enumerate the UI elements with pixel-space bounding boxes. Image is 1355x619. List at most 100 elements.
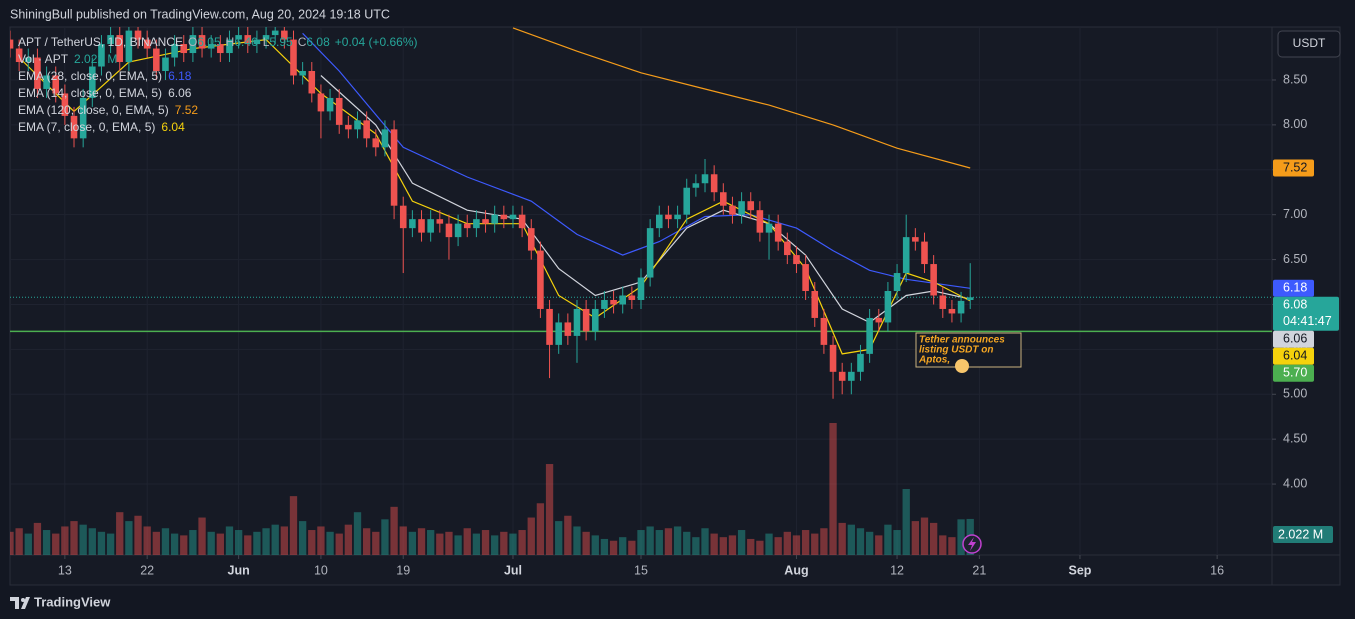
volume-bar (692, 537, 700, 555)
candle-body (281, 30, 288, 40)
annotation-text: Aptos, (918, 355, 950, 366)
volume-bar (134, 515, 142, 555)
candle-body (875, 317, 883, 323)
candle-body (189, 35, 197, 54)
ema-name: EMA (14, close, 0, EMA, 5) (18, 86, 162, 100)
currency-button[interactable] (1277, 30, 1341, 58)
candle-body (418, 219, 425, 233)
brand-name: TradingView (34, 594, 111, 609)
volume-bar (445, 531, 453, 555)
volume-bar (500, 531, 508, 555)
candle-body (912, 237, 919, 242)
candle-body (674, 214, 681, 220)
candle-body (921, 241, 928, 265)
change: +0.04 (+0.66%) (335, 35, 418, 49)
candle-body (308, 71, 316, 94)
currency[interactable]: USDT (1293, 36, 1326, 50)
x-tick-label: 15 (634, 563, 648, 577)
candle-body (591, 308, 599, 332)
volume-bar (143, 526, 151, 555)
volume-bar (262, 528, 270, 555)
annotation-marker[interactable] (955, 359, 969, 373)
y-tick-label: 4.50 (1283, 431, 1307, 445)
volume-bar (10, 531, 14, 555)
event-icon[interactable] (962, 534, 982, 554)
x-tick-label: Jul (504, 563, 522, 577)
ohlc-value: 6.08 (306, 35, 330, 49)
candle-body (271, 30, 279, 36)
candle-body (235, 35, 242, 40)
candle-body (207, 44, 215, 49)
candle-body (89, 66, 96, 98)
candle-body (655, 214, 663, 229)
x-tick-label: Aug (784, 563, 808, 577)
legend: APT / TetherUS, 1D, BINANCE O6.05 H6.46 L5.… (18, 35, 418, 134)
candle-body (509, 214, 517, 220)
candle-body (372, 138, 380, 148)
volume-bar (381, 519, 389, 555)
candle-body (829, 344, 837, 372)
volume-bar (52, 533, 60, 555)
candle-body (125, 30, 133, 63)
candle-body (546, 308, 553, 345)
ohlc-value: 6.46 (234, 35, 258, 49)
volume-bar (152, 531, 160, 555)
volume-bar (628, 540, 636, 555)
ema-value: 6.06 (168, 86, 192, 100)
candle-body (857, 353, 864, 372)
volume-bar (481, 530, 490, 555)
ohlc-value: 6.05 (197, 35, 221, 49)
candle-body (226, 39, 233, 54)
candle-body (363, 120, 370, 139)
x-tick-label: 22 (140, 563, 154, 577)
candle-body (491, 214, 498, 224)
volume-bar (271, 524, 279, 555)
price-badge (1273, 364, 1314, 382)
volume-bar (408, 531, 417, 555)
volume-bar (116, 512, 124, 555)
volume-bar (170, 533, 179, 555)
volume-bar (655, 530, 663, 555)
candle-body (162, 57, 169, 71)
volume-badge-label: 2.022 M (1278, 527, 1323, 541)
candle-body (326, 97, 334, 112)
ema-line (512, 27, 971, 169)
volume-value: 2.022 M (74, 52, 117, 66)
candle-body (692, 183, 700, 188)
candle-body (354, 120, 361, 130)
volume-bar (79, 524, 87, 555)
volume-bar (765, 533, 773, 555)
candle-body (720, 192, 727, 206)
volume-bar (884, 524, 892, 555)
volume-bar (88, 528, 96, 555)
candle-body (518, 214, 526, 229)
ema-line (320, 75, 971, 324)
y-tick-label: 5.00 (1283, 387, 1307, 401)
volume-bar (417, 528, 426, 555)
volume-bar (317, 526, 325, 555)
volume-bar (390, 506, 398, 555)
volume-bar (61, 526, 69, 555)
volume-bar (820, 528, 828, 555)
candle-body (409, 219, 416, 229)
volume-bar (646, 526, 654, 555)
volume-bar (244, 535, 252, 555)
volume-bar (847, 524, 855, 555)
candle-body (811, 291, 819, 318)
candle-body (399, 205, 407, 229)
legend-ema-line: EMA (28, close, 0, EMA, 5) 6.18 (18, 69, 192, 83)
volume-bar (106, 533, 115, 555)
price-badge-label: 5.70 (1283, 366, 1307, 380)
legend-ema-line: EMA (7, close, 0, EMA, 5) 6.04 (18, 120, 185, 134)
volume-bar (957, 519, 965, 555)
candle-body (774, 223, 782, 242)
candle-body (10, 39, 14, 49)
candle-body (710, 174, 718, 193)
price-badge-label: 6.04 (1283, 349, 1307, 363)
candle-body (939, 295, 947, 309)
candle-body (793, 255, 800, 265)
ohlc-label: C (298, 35, 307, 49)
volume-bar (463, 528, 471, 555)
